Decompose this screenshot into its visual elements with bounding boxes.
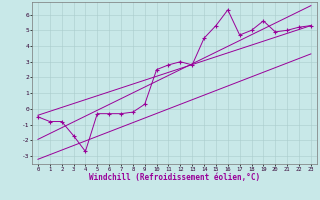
- X-axis label: Windchill (Refroidissement éolien,°C): Windchill (Refroidissement éolien,°C): [89, 173, 260, 182]
